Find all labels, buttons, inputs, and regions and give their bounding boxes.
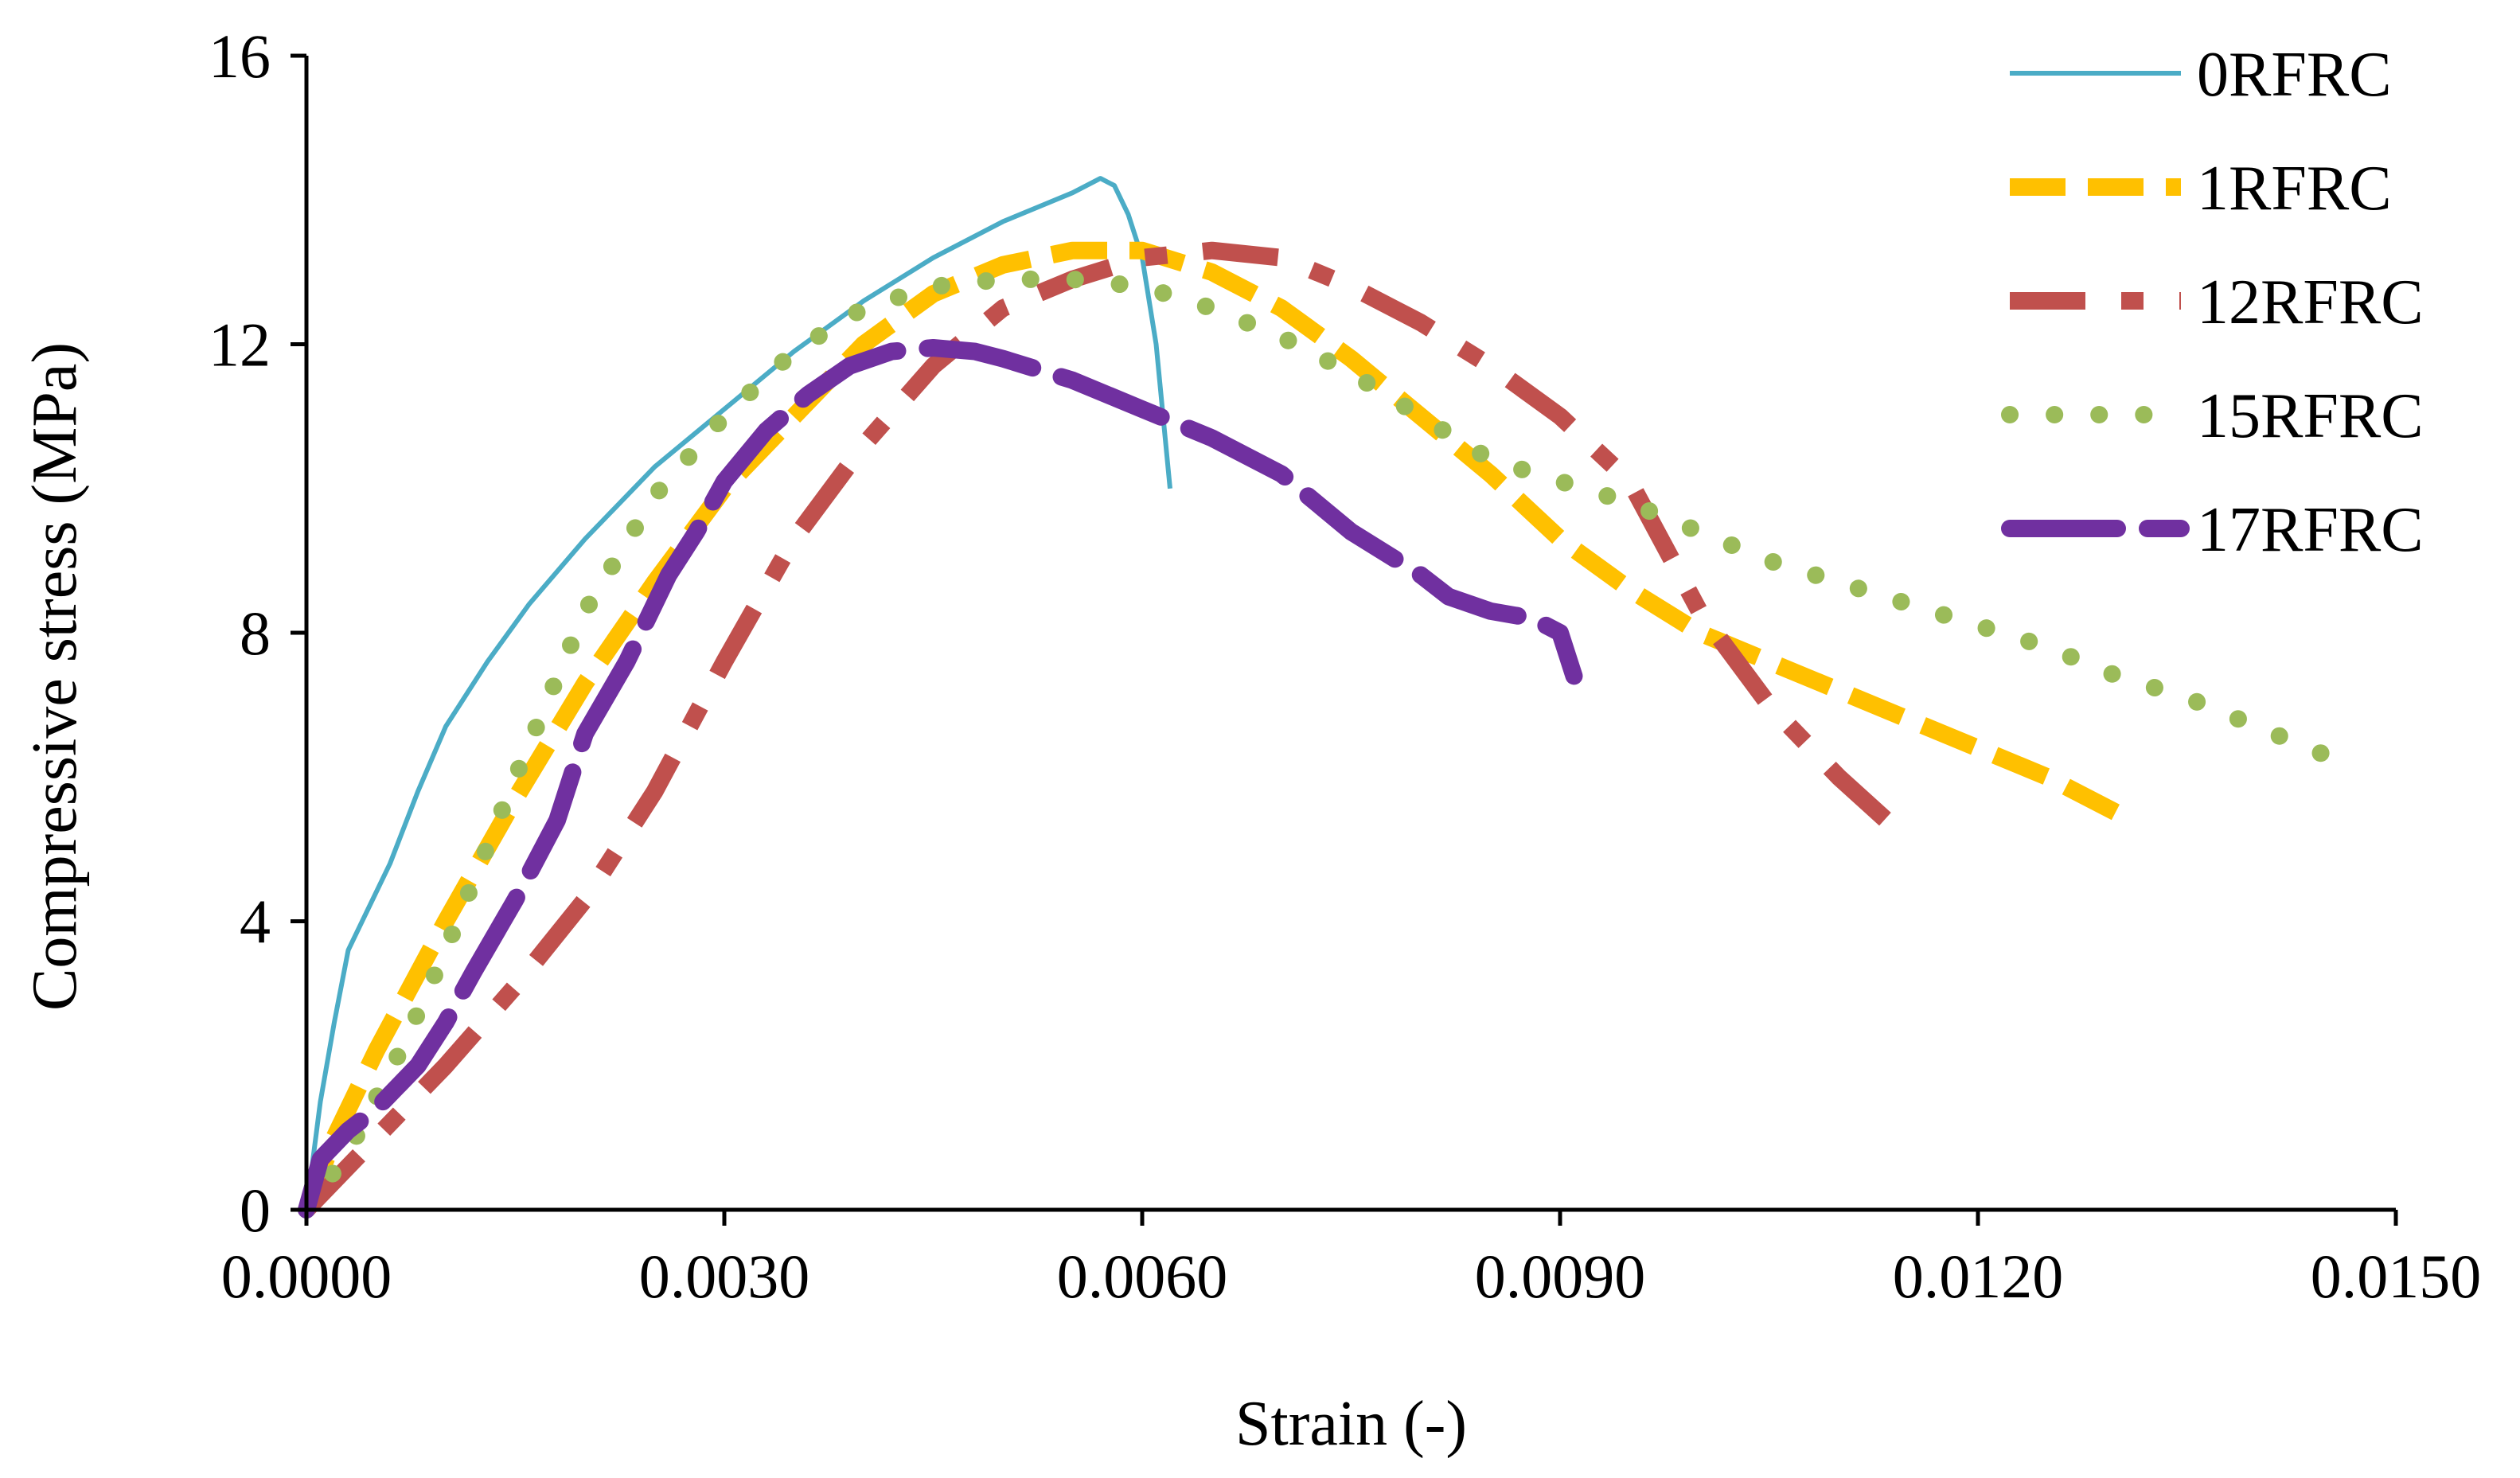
y-tick-label: 4 — [240, 887, 271, 957]
x-tick-label: 0.0030 — [639, 1242, 810, 1311]
series-line-1rfrc — [298, 241, 2122, 1213]
x-tick-label: 0.0060 — [1057, 1242, 1228, 1311]
legend-label: 0RFRC — [2197, 40, 2392, 110]
legend: 0RFRC 1RFRC 12RFRC 15RFRC 17RFRC — [2001, 40, 2424, 565]
legend-label: 17RFRC — [2197, 495, 2424, 565]
legend-item-1rfrc: 1RFRC — [2010, 154, 2392, 224]
x-axis-title: Strain (-) — [1235, 1389, 1467, 1459]
legend-item-0rfrc: 0RFRC — [2010, 40, 2392, 110]
legend-label: 15RFRC — [2197, 381, 2424, 451]
series-line-15rfrc — [298, 270, 2335, 1219]
y-tick-label: 8 — [240, 599, 271, 668]
y-axis-title: Compressive stress (MPa) — [20, 342, 90, 1011]
y-tick-label: 0 — [240, 1176, 271, 1245]
series-line-0rfrc — [304, 176, 1172, 1211]
y-tick-label: 16 — [209, 21, 271, 91]
y-tick-label: 12 — [209, 310, 271, 380]
x-tick-label: 0.0090 — [1475, 1242, 1646, 1311]
series-layer — [298, 176, 2335, 1219]
legend-item-15rfrc: 15RFRC — [2001, 381, 2424, 451]
x-tick-label: 0.0000 — [221, 1242, 392, 1311]
x-tick-label: 0.0150 — [2311, 1242, 2482, 1311]
legend-item-12rfrc: 12RFRC — [2010, 267, 2424, 337]
series-line-17rfrc — [298, 339, 1583, 1219]
x-tick-label: 0.0120 — [1893, 1242, 2064, 1311]
legend-label: 12RFRC — [2197, 267, 2424, 337]
legend-item-17rfrc: 17RFRC — [2001, 495, 2424, 565]
series-line-12rfrc — [300, 241, 1901, 1216]
legend-label: 1RFRC — [2197, 154, 2392, 224]
ticks: 0 4 8 12 16 0.0000 0.0030 0.0060 0.0090 0.0120 0.0… — [209, 21, 2481, 1311]
